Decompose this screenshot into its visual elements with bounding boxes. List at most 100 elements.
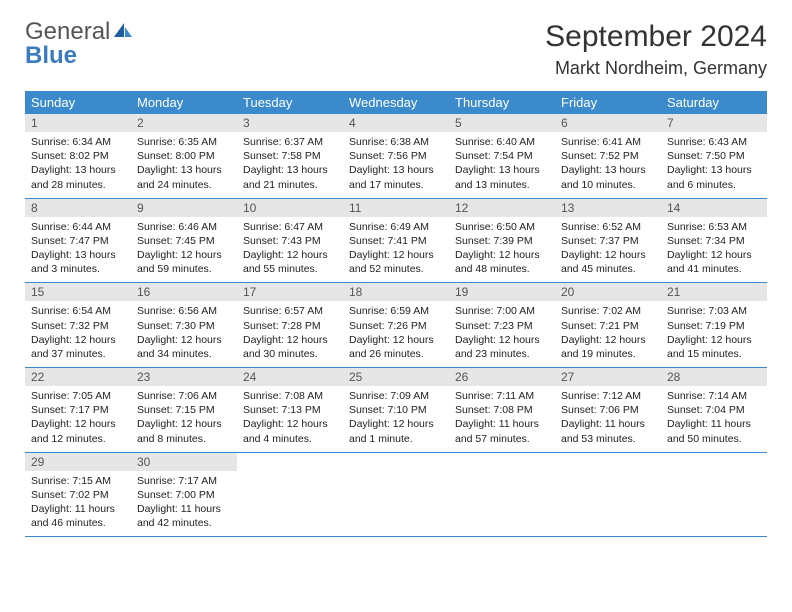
day-cell: 19Sunrise: 7:00 AMSunset: 7:23 PMDayligh… <box>449 283 555 368</box>
day-number: 17 <box>237 283 343 301</box>
day-cell: 21Sunrise: 7:03 AMSunset: 7:19 PMDayligh… <box>661 283 767 368</box>
day-cell: 11Sunrise: 6:49 AMSunset: 7:41 PMDayligh… <box>343 198 449 283</box>
day-body: Sunrise: 6:47 AMSunset: 7:43 PMDaylight:… <box>237 217 343 283</box>
sunset-line: Sunset: 7:04 PM <box>667 403 761 417</box>
dow-friday: Friday <box>555 91 661 114</box>
day-body: Sunrise: 7:03 AMSunset: 7:19 PMDaylight:… <box>661 301 767 367</box>
sunrise-line: Sunrise: 7:17 AM <box>137 474 231 488</box>
sunrise-line: Sunrise: 7:00 AM <box>455 304 549 318</box>
day-body: Sunrise: 6:59 AMSunset: 7:26 PMDaylight:… <box>343 301 449 367</box>
day-body: Sunrise: 7:06 AMSunset: 7:15 PMDaylight:… <box>131 386 237 452</box>
day-number: 26 <box>449 368 555 386</box>
daylight-line: Daylight: 13 hours and 21 minutes. <box>243 163 337 191</box>
sunrise-line: Sunrise: 7:14 AM <box>667 389 761 403</box>
sunset-line: Sunset: 7:28 PM <box>243 319 337 333</box>
day-body: Sunrise: 6:53 AMSunset: 7:34 PMDaylight:… <box>661 217 767 283</box>
sunrise-line: Sunrise: 7:15 AM <box>31 474 125 488</box>
day-cell: 4Sunrise: 6:38 AMSunset: 7:56 PMDaylight… <box>343 114 449 198</box>
daylight-line: Daylight: 13 hours and 3 minutes. <box>31 248 125 276</box>
sunrise-line: Sunrise: 6:54 AM <box>31 304 125 318</box>
sunset-line: Sunset: 7:47 PM <box>31 234 125 248</box>
day-number: 13 <box>555 199 661 217</box>
day-cell: 7Sunrise: 6:43 AMSunset: 7:50 PMDaylight… <box>661 114 767 198</box>
day-cell: 1Sunrise: 6:34 AMSunset: 8:02 PMDaylight… <box>25 114 131 198</box>
sunrise-line: Sunrise: 6:59 AM <box>349 304 443 318</box>
calendar-body: 1Sunrise: 6:34 AMSunset: 8:02 PMDaylight… <box>25 114 767 537</box>
day-cell: 26Sunrise: 7:11 AMSunset: 7:08 PMDayligh… <box>449 368 555 453</box>
daylight-line: Daylight: 12 hours and 1 minute. <box>349 417 443 445</box>
sunset-line: Sunset: 7:13 PM <box>243 403 337 417</box>
sunrise-line: Sunrise: 6:44 AM <box>31 220 125 234</box>
sunset-line: Sunset: 8:00 PM <box>137 149 231 163</box>
day-body: Sunrise: 6:37 AMSunset: 7:58 PMDaylight:… <box>237 132 343 198</box>
sunrise-line: Sunrise: 7:02 AM <box>561 304 655 318</box>
daylight-line: Daylight: 12 hours and 4 minutes. <box>243 417 337 445</box>
day-cell: 28Sunrise: 7:14 AMSunset: 7:04 PMDayligh… <box>661 368 767 453</box>
sunrise-line: Sunrise: 6:37 AM <box>243 135 337 149</box>
sunrise-line: Sunrise: 7:09 AM <box>349 389 443 403</box>
day-number: 7 <box>661 114 767 132</box>
sunrise-line: Sunrise: 6:34 AM <box>31 135 125 149</box>
sunset-line: Sunset: 7:50 PM <box>667 149 761 163</box>
sunrise-line: Sunrise: 7:03 AM <box>667 304 761 318</box>
day-cell: 9Sunrise: 6:46 AMSunset: 7:45 PMDaylight… <box>131 198 237 283</box>
sunset-line: Sunset: 7:17 PM <box>31 403 125 417</box>
day-cell <box>237 452 343 537</box>
daylight-line: Daylight: 13 hours and 17 minutes. <box>349 163 443 191</box>
day-cell: 6Sunrise: 6:41 AMSunset: 7:52 PMDaylight… <box>555 114 661 198</box>
day-number: 9 <box>131 199 237 217</box>
daylight-line: Daylight: 11 hours and 46 minutes. <box>31 502 125 530</box>
day-body: Sunrise: 6:41 AMSunset: 7:52 PMDaylight:… <box>555 132 661 198</box>
day-body: Sunrise: 7:08 AMSunset: 7:13 PMDaylight:… <box>237 386 343 452</box>
day-cell: 17Sunrise: 6:57 AMSunset: 7:28 PMDayligh… <box>237 283 343 368</box>
location: Markt Nordheim, Germany <box>545 58 767 79</box>
daylight-line: Daylight: 13 hours and 13 minutes. <box>455 163 549 191</box>
sunset-line: Sunset: 7:54 PM <box>455 149 549 163</box>
logo: General Blue <box>25 20 134 68</box>
sunrise-line: Sunrise: 6:40 AM <box>455 135 549 149</box>
day-body: Sunrise: 7:09 AMSunset: 7:10 PMDaylight:… <box>343 386 449 452</box>
day-body: Sunrise: 7:05 AMSunset: 7:17 PMDaylight:… <box>25 386 131 452</box>
day-cell: 25Sunrise: 7:09 AMSunset: 7:10 PMDayligh… <box>343 368 449 453</box>
sunset-line: Sunset: 7:19 PM <box>667 319 761 333</box>
daylight-line: Daylight: 12 hours and 55 minutes. <box>243 248 337 276</box>
week-row: 1Sunrise: 6:34 AMSunset: 8:02 PMDaylight… <box>25 114 767 198</box>
sunset-line: Sunset: 7:58 PM <box>243 149 337 163</box>
sunrise-line: Sunrise: 6:49 AM <box>349 220 443 234</box>
dow-tuesday: Tuesday <box>237 91 343 114</box>
day-number: 25 <box>343 368 449 386</box>
day-body: Sunrise: 6:34 AMSunset: 8:02 PMDaylight:… <box>25 132 131 198</box>
day-body: Sunrise: 7:00 AMSunset: 7:23 PMDaylight:… <box>449 301 555 367</box>
sunrise-line: Sunrise: 7:11 AM <box>455 389 549 403</box>
sunrise-line: Sunrise: 6:50 AM <box>455 220 549 234</box>
daylight-line: Daylight: 13 hours and 6 minutes. <box>667 163 761 191</box>
day-cell: 13Sunrise: 6:52 AMSunset: 7:37 PMDayligh… <box>555 198 661 283</box>
day-body: Sunrise: 7:11 AMSunset: 7:08 PMDaylight:… <box>449 386 555 452</box>
daylight-line: Daylight: 12 hours and 30 minutes. <box>243 333 337 361</box>
day-number: 8 <box>25 199 131 217</box>
calendar-table: Sunday Monday Tuesday Wednesday Thursday… <box>25 91 767 537</box>
day-cell <box>555 452 661 537</box>
daylight-line: Daylight: 11 hours and 57 minutes. <box>455 417 549 445</box>
day-number: 5 <box>449 114 555 132</box>
day-cell: 2Sunrise: 6:35 AMSunset: 8:00 PMDaylight… <box>131 114 237 198</box>
daylight-line: Daylight: 12 hours and 37 minutes. <box>31 333 125 361</box>
sunrise-line: Sunrise: 6:52 AM <box>561 220 655 234</box>
sunset-line: Sunset: 7:56 PM <box>349 149 443 163</box>
sunrise-line: Sunrise: 6:38 AM <box>349 135 443 149</box>
daylight-line: Daylight: 12 hours and 26 minutes. <box>349 333 443 361</box>
day-body: Sunrise: 6:40 AMSunset: 7:54 PMDaylight:… <box>449 132 555 198</box>
sunset-line: Sunset: 7:26 PM <box>349 319 443 333</box>
daylight-line: Daylight: 13 hours and 10 minutes. <box>561 163 655 191</box>
sunset-line: Sunset: 7:32 PM <box>31 319 125 333</box>
logo-sail-icon <box>112 21 134 39</box>
day-number: 16 <box>131 283 237 301</box>
daylight-line: Daylight: 11 hours and 50 minutes. <box>667 417 761 445</box>
day-cell: 18Sunrise: 6:59 AMSunset: 7:26 PMDayligh… <box>343 283 449 368</box>
day-cell: 29Sunrise: 7:15 AMSunset: 7:02 PMDayligh… <box>25 452 131 537</box>
daylight-line: Daylight: 12 hours and 52 minutes. <box>349 248 443 276</box>
day-cell: 22Sunrise: 7:05 AMSunset: 7:17 PMDayligh… <box>25 368 131 453</box>
day-number: 6 <box>555 114 661 132</box>
day-number: 24 <box>237 368 343 386</box>
week-row: 29Sunrise: 7:15 AMSunset: 7:02 PMDayligh… <box>25 452 767 537</box>
